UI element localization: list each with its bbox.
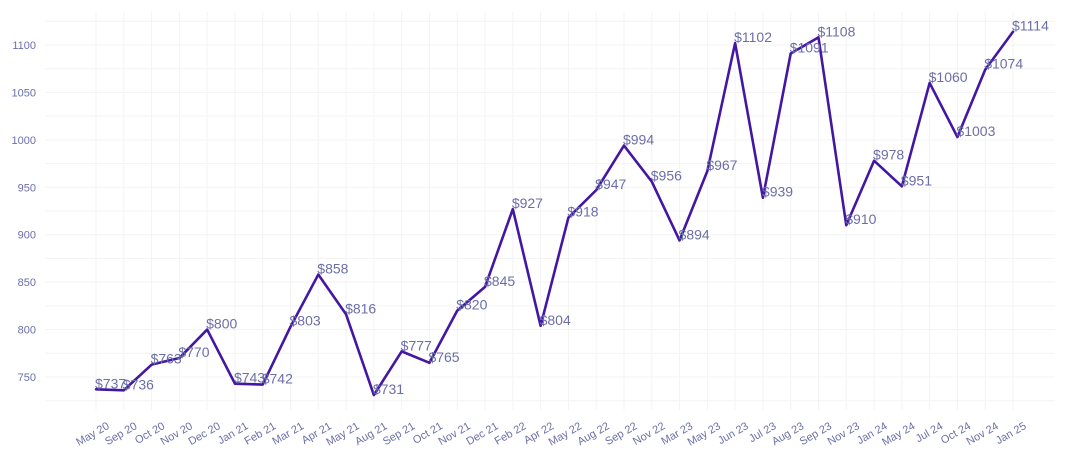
data-label: $820 [456,297,487,313]
series-line-layer [94,30,1015,397]
data-label: $1114 [1012,18,1049,34]
x-tick-label: Mar 21 [270,420,306,448]
y-tick-label: 900 [18,230,36,242]
data-label: $947 [595,176,626,192]
data-label: $804 [540,312,571,328]
y-tick-label: 1100 [12,40,36,52]
data-label: $1102 [734,29,772,45]
y-tick-label: 1050 [12,87,36,99]
data-label: $927 [512,195,543,211]
data-label: $845 [484,273,515,289]
y-axis-ticks: 750 800 850 900 950 1000 1050 1100 [12,40,36,384]
x-tick-label: Nov 23 [826,420,862,448]
x-tick-label: Jul 24 [914,420,945,445]
data-label: $1091 [790,40,829,56]
data-label: $951 [901,172,932,188]
x-tick-label: Jan 25 [994,420,1029,447]
y-tick-label: 1000 [12,135,36,147]
grid [45,12,1055,410]
x-tick-label: Dec 20 [186,420,222,448]
data-label: $743 [234,370,265,386]
data-label: $910 [845,211,876,227]
data-label: $737 [95,375,126,391]
y-tick-label: 750 [18,372,36,384]
data-label: $777 [401,337,432,353]
data-label: $858 [317,261,348,277]
y-tick-label: 850 [18,277,36,289]
data-label: $1060 [929,69,968,85]
data-label: $1003 [956,123,995,139]
data-label: $731 [373,381,404,397]
data-label: $1074 [984,56,1023,72]
data-label: $894 [679,226,710,242]
data-label: $994 [623,132,654,148]
x-tick-label: Jun 23 [716,420,751,447]
data-label: $800 [206,316,237,332]
data-label: $742 [262,371,293,387]
data-label: $918 [567,204,598,220]
data-label: $803 [290,313,321,329]
x-tick-label: Nov 24 [965,420,1001,448]
y-tick-label: 800 [18,325,36,337]
data-label: $956 [651,168,682,184]
y-tick-label: 950 [18,182,36,194]
data-label: $763 [151,351,182,367]
data-label: $1108 [817,23,855,39]
data-label: $978 [873,147,904,163]
data-labels: $737$736 $763$770 $800 $743$742 $803 $858 $816… [95,18,1049,397]
data-label: $736 [123,376,154,392]
data-label: $770 [178,344,209,360]
data-label: $967 [706,157,737,173]
data-label: $765 [428,349,459,365]
data-label: $816 [345,300,376,316]
x-tick-label: Sep 21 [381,420,417,448]
data-label: $939 [762,184,793,200]
x-tick-label: Nov 22 [631,420,667,448]
x-tick-label: Dec 21 [464,420,500,448]
series-line [94,30,1015,397]
x-tick-label: Sep 20 [103,420,139,448]
x-tick-label: Feb 22 [493,420,529,448]
